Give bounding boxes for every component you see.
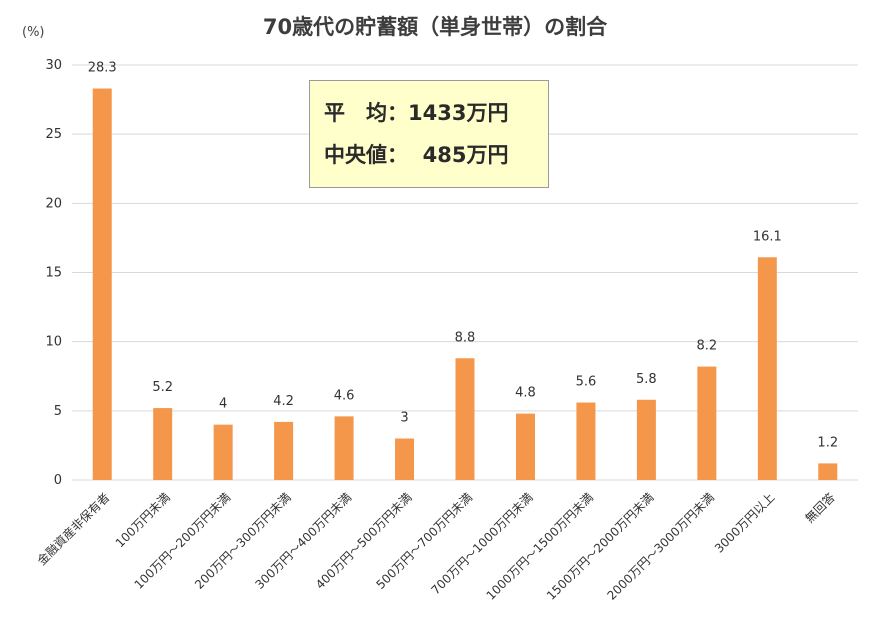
data-labels: 28.3 5.2 4 4.2 4.6 3 8.8 4.8 5.6 5.8 8.2 16.1 1.2 [88, 61, 838, 451]
bar [818, 463, 838, 480]
data-label: 5.2 [152, 380, 173, 395]
y-tick-label: 0 [54, 473, 62, 488]
median-label: 中央値： 485万円 [324, 143, 509, 167]
y-axis-ticks: 0 5 10 15 20 25 30 [45, 58, 62, 488]
x-tick-label: 1000万円～1500万円未満 [484, 490, 596, 602]
summary-box: 平 均：1433万円 中央値： 485万円 [309, 80, 549, 188]
data-label: 28.3 [88, 61, 117, 76]
data-label: 16.1 [753, 229, 782, 244]
y-tick-label: 10 [45, 335, 62, 350]
y-tick-label: 15 [45, 266, 62, 281]
bar [576, 402, 596, 480]
data-label: 4.8 [515, 386, 536, 401]
data-label: 4.6 [334, 388, 355, 403]
bar [455, 358, 475, 480]
bars [92, 88, 838, 481]
data-label: 8.2 [697, 339, 718, 354]
data-label: 3 [400, 411, 408, 426]
data-label: 8.8 [455, 330, 476, 345]
x-tick-label: 1500万円～2000万円未満 [544, 490, 656, 602]
data-label: 5.6 [576, 375, 597, 390]
bar [697, 366, 717, 480]
y-tick-label: 30 [45, 58, 62, 73]
data-label: 5.8 [636, 372, 657, 387]
bar [757, 257, 777, 480]
bar [153, 408, 173, 480]
bar [515, 413, 535, 480]
y-tick-label: 20 [45, 196, 62, 211]
y-tick-label: 5 [54, 404, 62, 419]
bar [395, 438, 415, 480]
data-label: 4 [219, 397, 227, 412]
average-label: 平 均：1433万円 [324, 101, 509, 125]
x-tick-label: 金融資産非保有者 [34, 490, 112, 568]
x-tick-label: 2000万円～3000万円未満 [604, 490, 716, 602]
x-axis-ticks: 金融資産非保有者 100万円未満100万円～200万円未満200万円～300万円未… [34, 490, 838, 603]
data-label: 4.2 [273, 394, 294, 409]
x-tick-label: 100万円未満 [113, 490, 173, 550]
y-unit-label: (%) [22, 25, 45, 40]
x-tick-label: 無回答 [802, 490, 838, 526]
chart-title: 70歳代の貯蓄額（単身世帯）の割合 [263, 15, 608, 39]
bar [636, 399, 656, 480]
bar [334, 416, 354, 480]
data-label: 1.2 [817, 435, 838, 450]
x-tick-label: 700万円～1000万円未満 [428, 490, 535, 597]
bar [213, 424, 233, 480]
bar [92, 88, 112, 481]
y-tick-label: 25 [45, 127, 62, 142]
bar [274, 421, 294, 480]
x-tick-label: 3000万円以上 [712, 490, 777, 555]
